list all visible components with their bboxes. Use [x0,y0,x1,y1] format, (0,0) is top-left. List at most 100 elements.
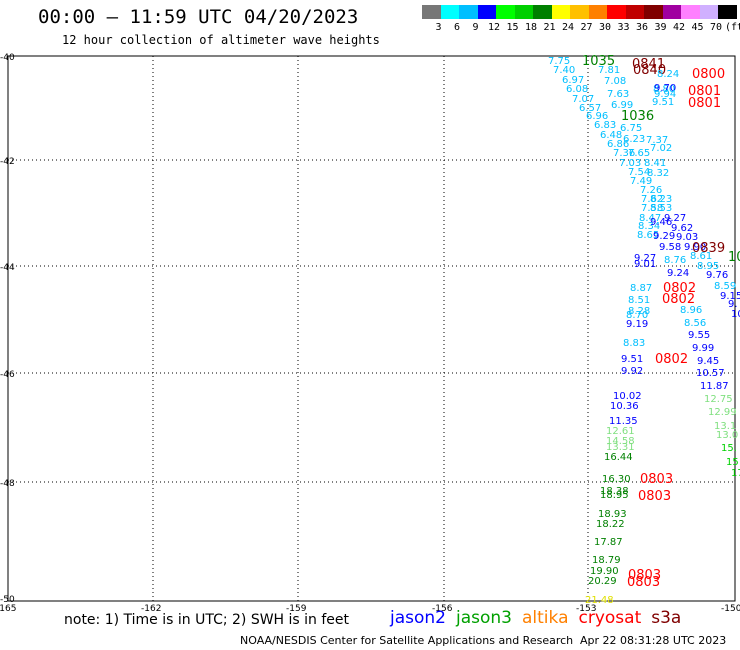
scale-label: 42 [672,22,686,33]
observation-label: 16.30 [602,474,631,485]
axis-ticks: -40 -42 -44 -46 -48 -50-165 -162 -159 -156 -153 -1… [0,53,740,614]
generated-timestamp: Apr 22 08:31:28 UTC 2023 [580,634,727,647]
scale-label: 33 [617,22,630,33]
observation-label: 8.96 [680,305,702,316]
observation-label: 7.49 [630,176,652,187]
scale-swatch [496,5,515,19]
scale-swatch [459,5,478,19]
observation-label: 0800 [692,67,725,82]
observation-label: 7.62 [641,194,663,205]
observation-label: 19.90 [590,566,619,577]
observation-label: 6.86 [607,139,629,150]
observation-label: 13.31 [606,442,635,453]
observation-label: 0801 [688,84,721,99]
observation-label: 9.94 [654,89,676,100]
observation-label: 13.1 [714,421,736,432]
observation-label: 6.96 [586,111,608,122]
observation-label: 8.83 [623,338,645,349]
scale-swatch [662,5,682,19]
observation-label: 10.02 [613,391,642,402]
observation-label: 8.32 [647,168,669,179]
observation-label: 9.70 [654,83,676,94]
lat-tick-label: -46 [0,370,15,380]
observation-label: 1036 [621,109,654,124]
observation-label: 7.81 [598,65,620,76]
scale-swatch [644,5,663,19]
lat-tick-label: -42 [0,157,15,167]
observation-label: 0801 [688,96,721,111]
observation-label: 9.76 [706,270,728,281]
lon-tick-label: -162 [141,604,161,614]
grid-lines [8,56,735,601]
legend-entry-s3a: s3a [651,608,682,628]
observation-label: 7.65 [628,148,650,159]
observation-label: 8.47 [639,213,661,224]
observation-label: 7.75 [548,56,570,67]
observation-label: 6.23 [623,134,645,145]
observation-label: 9.51 [621,354,643,365]
observation-label: 8.70 [626,310,648,321]
lon-tick-label: -159 [286,604,307,614]
observation-label: 8.53 [650,203,672,214]
lon-tick-label: -165 [0,604,16,614]
observation-label: 9.24 [667,268,689,279]
observation-label: 13.0 [716,430,738,441]
observation-label: 7.26 [640,185,662,196]
legend-entry-jason2: jason2 [390,608,446,628]
observation-label: 12.61 [606,426,635,437]
scale-swatch [533,5,552,19]
observation-label: 8.34 [638,221,660,232]
observation-label: 0802 [662,292,695,307]
observation-label: 7.40 [553,65,575,76]
observation-label: 12.75 [704,394,733,405]
scale-swatch [514,5,534,19]
observation-label: 7.63 [607,89,629,100]
observation-label: 6.57 [579,103,601,114]
observation-label: 8.76 [664,255,686,266]
observation-label: 8.24 [657,69,679,80]
observation-label: 15 [726,457,739,468]
observation-label: 9. [728,299,738,310]
observation-label: 8.23 [650,194,672,205]
scale-label: 9 [472,22,479,33]
scale-label: 21 [543,22,556,33]
observation-label: 0802 [655,352,688,367]
scale-label: 3 [435,22,442,33]
observation-label: 7.58 [641,203,663,214]
observation-label: 8.28 [628,306,650,317]
observation-label: 9.03 [676,232,698,243]
observation-label: 20.29 [588,576,617,587]
observation-label: 16.44 [604,452,633,463]
observation-label: 18.93 [598,509,627,520]
scale-swatch [699,5,719,19]
observation-label: 8.80 [653,84,675,95]
scale-swatch [570,5,589,19]
observation-label: 0803 [628,568,661,583]
observation-label: 9.19 [626,319,648,330]
observation-label: 0802 [663,281,696,296]
chart-subtitle: 12 hour collection of altimeter wave hei… [62,33,380,47]
observation-label: 6.99 [611,100,633,111]
legend-entry-jason3: jason3 [456,608,512,628]
observation-label: 8.61 [690,251,712,262]
observation-label: 9.27 [634,253,656,264]
observation-label: 8.65 [637,230,659,241]
observation-label: 0803 [640,472,673,487]
observation-labels: 7.75 1035 0841 7.40 7.81 0840 6.97 7.08 8.24 6.08… [548,54,740,606]
lat-tick-label: -44 [0,263,15,273]
observation-label: 8.51 [628,295,650,306]
lon-tick-label: -156 [432,604,453,614]
observation-label: 0803 [638,489,671,504]
scale-label: 12 [487,22,501,33]
observation-label: 14.58 [606,436,635,447]
scale-swatch [625,5,645,19]
scale-label: 39 [654,22,667,33]
observation-label: 9.51 [652,97,674,108]
observation-label: 7.03 [619,158,641,169]
scale-label: 18 [524,22,538,33]
observation-label: 7.07 [572,94,594,105]
lat-tick-label: -48 [0,479,15,489]
scale-swatch [440,5,460,19]
observation-label: 9.90 [684,242,706,253]
scale-label: 70 [709,22,723,33]
